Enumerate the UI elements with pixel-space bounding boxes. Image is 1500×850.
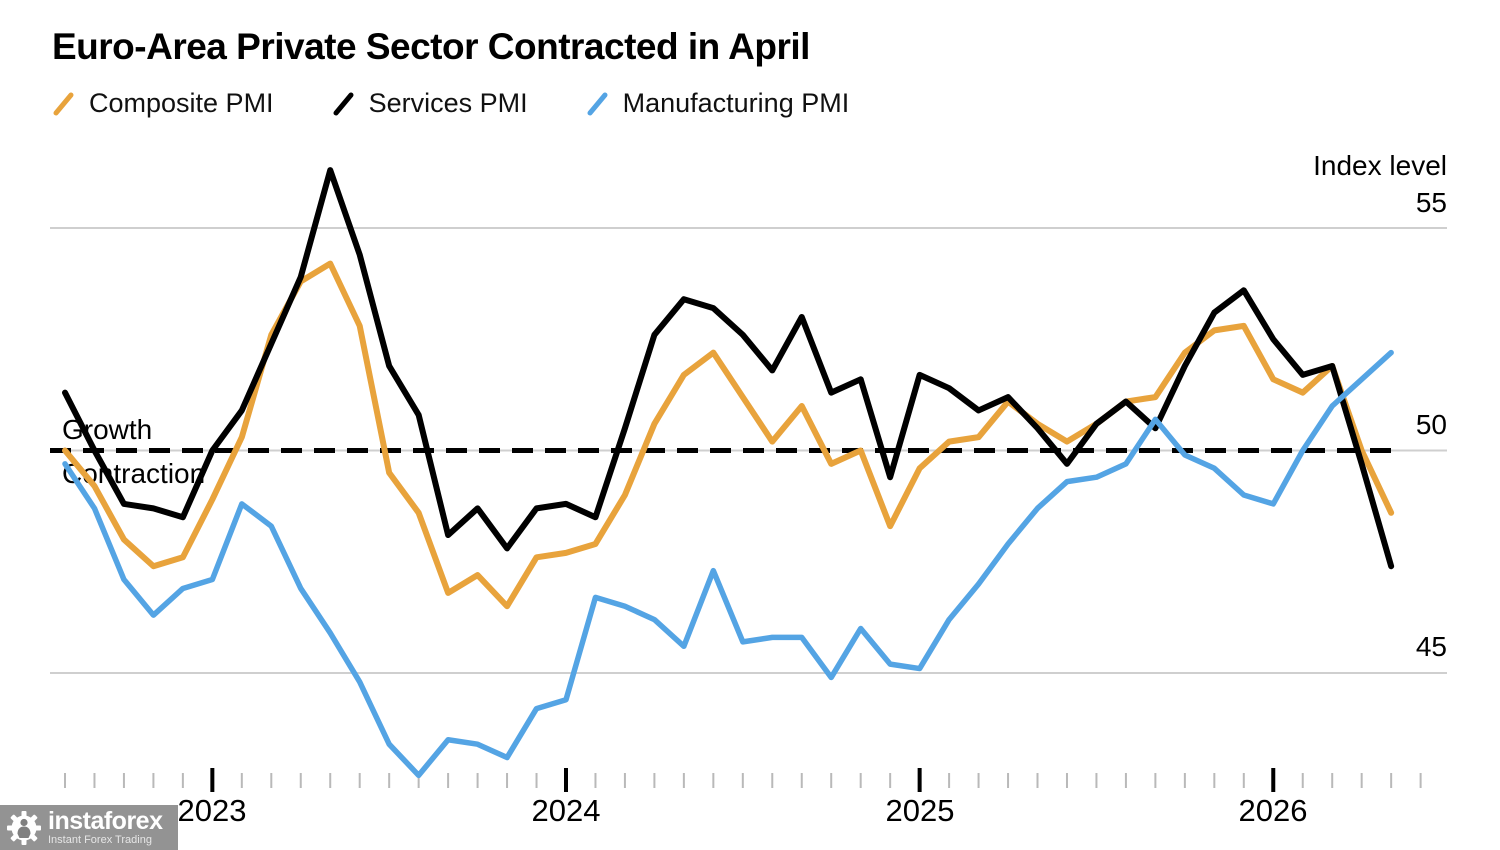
legend: Composite PMI Services PMI Manufacturing… [52, 88, 849, 119]
y-tick-55: 55 [1415, 187, 1447, 218]
instaforex-gear-icon [7, 810, 41, 845]
y-tick-45: 45 [1415, 631, 1447, 662]
legend-item-services: Services PMI [332, 88, 528, 119]
chart-title: Euro-Area Private Sector Contracted in A… [52, 26, 810, 67]
composite-line-swatch-icon [53, 92, 74, 115]
legend-item-composite: Composite PMI [52, 88, 274, 119]
y-tick-50: 50 [1415, 409, 1447, 440]
watermark-tagline: Instant Forex Trading [48, 834, 152, 846]
y-axis-unit-label: Index level [1313, 150, 1447, 181]
legend-label-manufacturing: Manufacturing PMI [622, 88, 850, 118]
legend-label-composite: Composite PMI [89, 88, 274, 118]
legend-item-manufacturing: Manufacturing PMI [586, 88, 850, 119]
legend-label-services: Services PMI [368, 88, 528, 118]
instaforex-watermark: instaforex Instant Forex Trading [0, 805, 178, 850]
x-tick-2024: 2024 [531, 793, 601, 828]
x-tick-2025: 2025 [885, 793, 955, 828]
manufacturing-line-swatch-icon [587, 92, 608, 115]
x-tick-2023: 2023 [177, 793, 247, 828]
watermark-brand-name: instaforex [48, 807, 163, 835]
services-line-swatch-icon [333, 92, 354, 115]
x-tick-2026: 2026 [1238, 793, 1308, 828]
